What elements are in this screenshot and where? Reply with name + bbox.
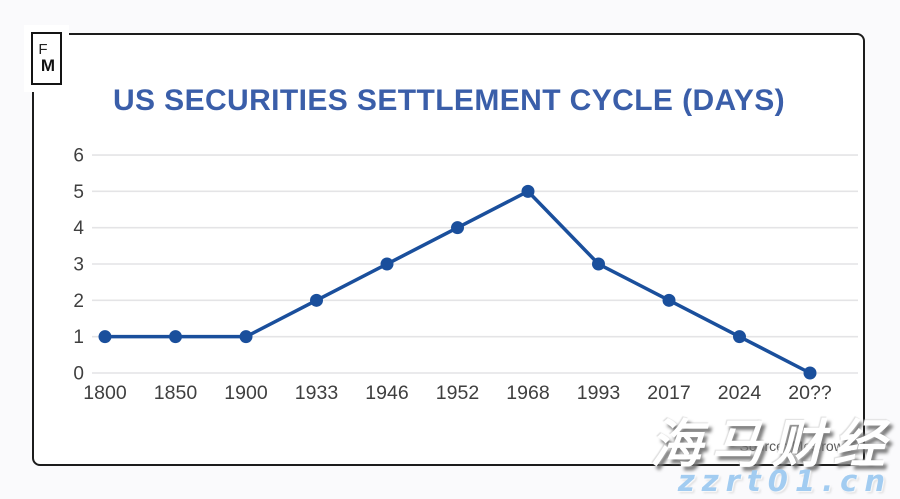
watermark-secondary: zzrt01.cn [677, 464, 892, 498]
fm-logo-letter-m: M [40, 56, 56, 75]
chart-title: US SECURITIES SETTLEMENT CYCLE (DAYS) [112, 84, 786, 117]
fm-logo: F M [31, 32, 62, 85]
watermark-primary: 海马财经 [649, 415, 894, 475]
source-note: Source: Mesirow T [739, 438, 856, 454]
fm-logo-letter-f: F [38, 41, 48, 58]
